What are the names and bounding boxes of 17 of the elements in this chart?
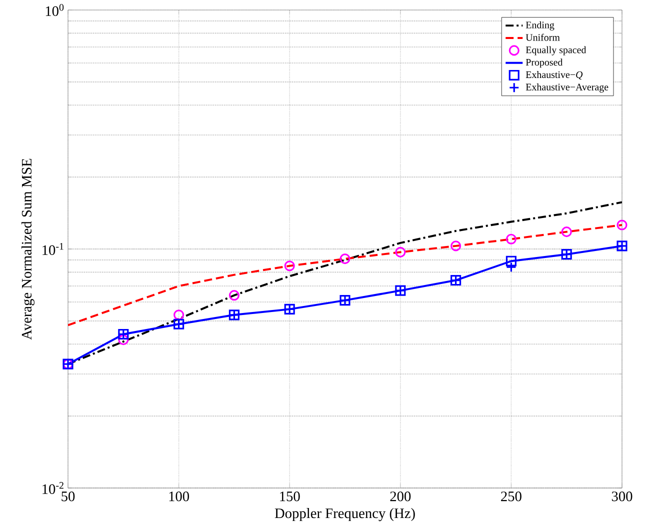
- legend-label: Exhaustive−Q: [526, 71, 583, 80]
- x-tick-label: 200: [390, 492, 411, 502]
- legend-label: Exhaustive−Average: [526, 83, 608, 92]
- legend-label: Ending: [526, 21, 554, 30]
- x-tick-label: 50: [62, 492, 75, 502]
- x-tick-label: 150: [280, 492, 300, 502]
- x-tick-label: 100: [169, 492, 190, 502]
- y-tick-label: 10$^{0}$: [46, 4, 64, 16]
- x-tick-label: 250: [501, 492, 522, 502]
- legend-label: Proposed: [526, 58, 563, 68]
- y-axis-title: Average Normalized Sum MSE: [21, 158, 34, 340]
- x-axis-title: Doppler Frequency (Hz): [274, 508, 415, 522]
- legend-label: Equally spaced: [526, 46, 586, 56]
- y-tick-label: 10$^{-1}$: [42, 243, 64, 255]
- legend-label: Uniform: [526, 34, 560, 41]
- y-tick-label: 10$^{-2}$: [42, 482, 64, 494]
- x-tick-label: 300: [612, 492, 632, 502]
